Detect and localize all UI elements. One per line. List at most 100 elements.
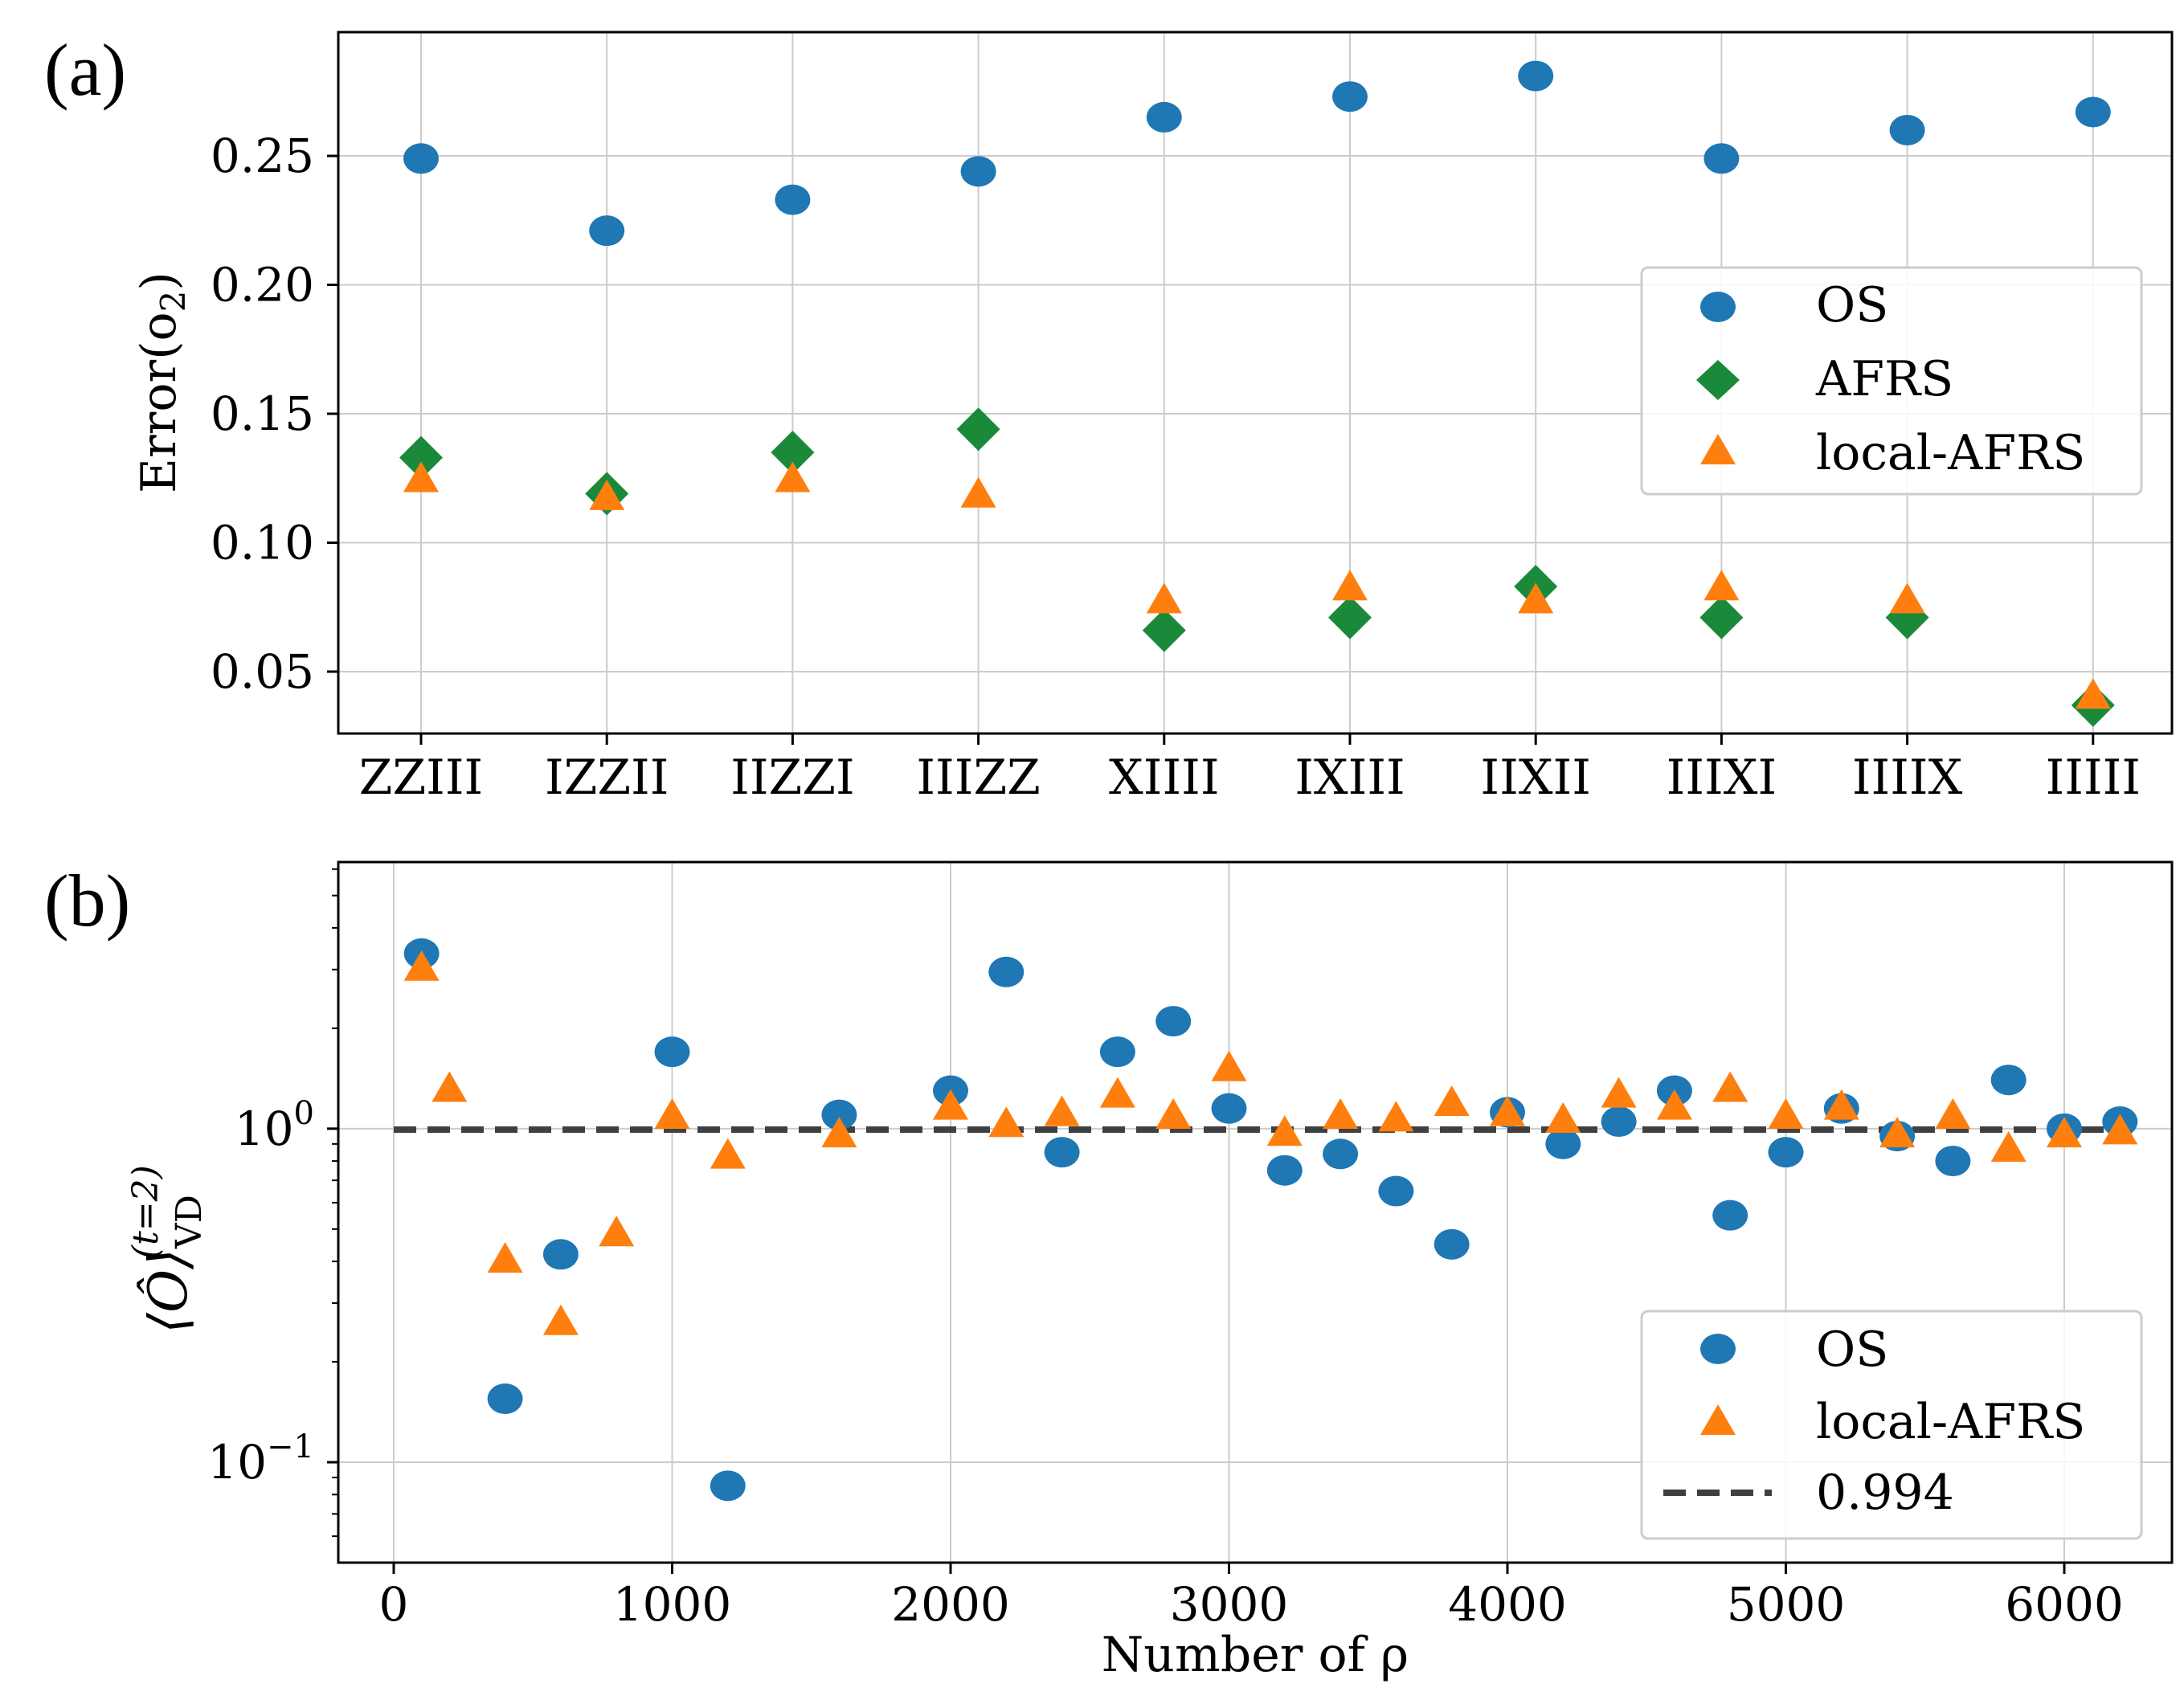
panel-b-point-os	[1768, 1137, 1804, 1168]
panel-a-point-os	[1889, 114, 1925, 145]
panel-a-point-local-afrs	[1518, 582, 1554, 614]
panel-b-point-os	[1545, 1128, 1581, 1159]
panel-b-point-local-afrs	[1990, 1131, 2027, 1163]
panel-a-point-os	[1703, 143, 1740, 174]
panel-b-xtick-label: 4000	[1448, 1577, 1567, 1632]
panel-a-point-os	[2075, 96, 2111, 128]
panel-b-point-local-afrs	[1712, 1071, 1748, 1102]
panel-b-point-local-afrs	[1656, 1089, 1692, 1120]
panel-a-xtick-label: IIXII	[1480, 750, 1591, 806]
panel-a-ytick-label: 0.10	[211, 515, 314, 570]
panel-b-point-local-afrs	[403, 950, 440, 981]
panel-b-xtick-label: 3000	[1170, 1577, 1289, 1632]
panel-b-xtick-label: 2000	[891, 1577, 1010, 1632]
panel-b-point-local-afrs	[431, 1071, 468, 1102]
panel-a-point-os	[403, 143, 439, 174]
panel-a-point-local-afrs	[960, 476, 996, 508]
panel-a-point-os	[960, 156, 996, 187]
panel-b-point-os	[1099, 1036, 1135, 1068]
panel-a-ylabel: Error(o2)	[131, 272, 193, 493]
panel-b-xtick-label: 1000	[613, 1577, 732, 1632]
legend-b-local-afrs-marker	[1700, 1404, 1736, 1435]
panel-b-label: (b)	[44, 860, 130, 942]
panel-b-point-local-afrs	[1211, 1050, 1247, 1081]
panel-a-xtick-label: IIZZI	[730, 750, 854, 806]
panel-a-point-local-afrs	[2075, 678, 2111, 709]
panel-b-ytick-label: 10−1	[207, 1428, 314, 1490]
panel-b-point-local-afrs	[2102, 1114, 2138, 1145]
legend-b-dashed-label: 0.994	[1816, 1465, 1954, 1521]
panel-a-point-local-afrs	[1889, 582, 1925, 614]
legend-os-label: OS	[1816, 277, 1888, 333]
panel-a-ticks: ZZIII IZZII IIZZI IIIZZ XIIII IXIII IIXII IIIXI…	[211, 129, 2141, 806]
panel-a-point-local-afrs	[775, 461, 811, 492]
legend-local-afrs-marker	[1700, 434, 1736, 464]
panel-a-legend-box	[1640, 266, 2143, 496]
panel-b-ytick-label: 100	[235, 1095, 314, 1156]
panel-b-point-local-afrs	[654, 1097, 690, 1129]
panel-b: 0 1000 2000 3000 4000 5000 6000 10−1 100 (b) ⟨Ô…	[44, 860, 2174, 1683]
legend-afrs-label: AFRS	[1815, 351, 1953, 407]
legend-os-marker	[1700, 292, 1736, 322]
panel-b-point-local-afrs	[821, 1117, 857, 1148]
panel-a-legend: OS AFRS local-AFRS	[1640, 266, 2143, 496]
panel-a-ytick-label: 0.15	[211, 386, 314, 441]
panel-b-xtick-label: 6000	[2005, 1577, 2124, 1632]
panel-b-point-os	[1434, 1228, 1470, 1260]
legend-b-os-marker	[1700, 1334, 1736, 1364]
panel-a-xtick-label: ZZIII	[359, 750, 483, 806]
panel-a-point-afrs	[1699, 595, 1744, 640]
panel-a-label: (a)	[44, 29, 126, 111]
legend-afrs-marker	[1696, 360, 1740, 400]
panel-b-point-local-afrs	[1545, 1102, 1581, 1134]
panel-b-legend: OS local-AFRS 0.994	[1640, 1310, 2143, 1540]
panel-b-point-local-afrs	[1434, 1085, 1470, 1117]
panel-b-point-local-afrs	[710, 1138, 746, 1169]
panel-a-point-local-afrs	[589, 479, 625, 510]
panel-b-point-local-afrs	[1155, 1097, 1192, 1129]
panel-a-xtick-label: IXIII	[1294, 750, 1405, 806]
panel-a-xtick-label: IIIIX	[1852, 750, 1963, 806]
panel-a: ZZIII IZZII IIZZI IIIZZ XIIII IXIII IIXII IIIXI…	[44, 29, 2174, 806]
panel-a-point-local-afrs	[1332, 570, 1368, 601]
panel-b-point-local-afrs	[487, 1242, 523, 1273]
panel-a-point-os	[1332, 81, 1368, 112]
panel-a-point-os	[589, 215, 625, 247]
panel-b-point-local-afrs	[1601, 1077, 1637, 1108]
panel-b-point-os	[1266, 1155, 1303, 1186]
panel-b-point-os	[1990, 1065, 2027, 1096]
panel-b-point-local-afrs	[1378, 1101, 1414, 1132]
panel-a-ytick-label: 0.20	[211, 258, 314, 313]
panel-b-point-os	[821, 1099, 857, 1130]
panel-a-ytick-label: 0.05	[211, 644, 314, 699]
legend-b-local-afrs-label: local-AFRS	[1816, 1394, 2085, 1450]
panel-a-frame	[337, 31, 2174, 735]
panel-b-point-local-afrs	[599, 1216, 635, 1247]
panel-b-point-local-afrs	[1768, 1097, 1804, 1129]
panel-b-point-local-afrs	[1323, 1097, 1359, 1129]
panel-b-point-os	[1601, 1106, 1637, 1138]
panel-a-xtick-label: IZZII	[545, 750, 669, 806]
panel-b-point-os	[542, 1239, 579, 1270]
panel-a-point-afrs	[1142, 608, 1186, 652]
panel-b-point-os	[1378, 1175, 1414, 1207]
panel-b-point-os	[654, 1036, 690, 1068]
panel-b-point-local-afrs	[1490, 1095, 1525, 1126]
panel-b-point-local-afrs	[933, 1089, 968, 1120]
panel-b-point-local-afrs	[2047, 1117, 2082, 1148]
panel-b-point-os	[1211, 1093, 1247, 1124]
panel-b-point-local-afrs	[1266, 1115, 1303, 1146]
panel-a-point-os	[1146, 101, 1182, 133]
panel-b-point-local-afrs	[1099, 1077, 1135, 1108]
legend-local-afrs-label: local-AFRS	[1816, 425, 2085, 481]
panel-b-legend-box	[1640, 1310, 2143, 1540]
panel-b-point-os	[1935, 1146, 1971, 1177]
panel-b-point-local-afrs	[1044, 1095, 1080, 1126]
panel-b-point-local-afrs	[1823, 1089, 1859, 1120]
panel-a-point-local-afrs	[403, 461, 439, 492]
panel-b-xlabel: Number of ρ	[1102, 1627, 1409, 1683]
legend-b-os-label: OS	[1816, 1322, 1888, 1378]
panel-b-point-os	[710, 1470, 746, 1502]
panel-a-point-afrs	[771, 431, 815, 475]
